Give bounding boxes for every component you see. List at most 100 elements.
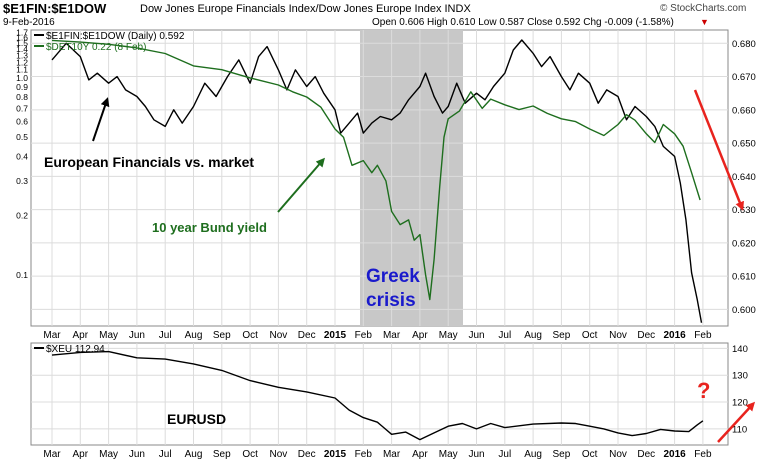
eurusd-x-tick-label: Dec [298, 449, 316, 460]
right-tick-label: 0.640 [732, 172, 756, 183]
eurusd-x-tick-label: Feb [694, 449, 712, 460]
right-tick-label: 0.650 [732, 139, 756, 150]
eurusd-plot-frame [30, 342, 729, 446]
x-tick-label: Mar [383, 330, 401, 341]
chart-date: 9-Feb-2016 [3, 17, 55, 28]
red-down-arrow [693, 89, 744, 211]
x-tick-label: Nov [270, 330, 288, 341]
annotation-greek: Greek [366, 266, 420, 287]
eurusd-x-tick-label: Nov [609, 449, 627, 460]
eurusd-x-tick-label: Dec [637, 449, 655, 460]
right-tick-label: 0.620 [732, 238, 756, 249]
left-tick-label: 0.1 [16, 270, 28, 280]
right-tick-label: 0.610 [732, 272, 756, 283]
x-tick-label: May [99, 330, 118, 341]
eurusd-x-tick-label: Jun [129, 449, 145, 460]
x-tick-label: 2016 [663, 330, 686, 341]
x-tick-label: Apr [73, 330, 89, 341]
x-tick-label: 2015 [324, 330, 347, 341]
x-tick-label: Apr [412, 330, 428, 341]
eurusd-x-tick-label: Oct [582, 449, 598, 460]
eurusd-x-tick-label: Jun [468, 449, 484, 460]
legend-ratio: $E1FIN:$E1DOW (Daily) 0.592 [46, 31, 185, 42]
x-tick-label: Jul [159, 330, 172, 341]
eurusd-x-tick-label: Apr [412, 449, 428, 460]
eurusd-x-tick-label: Aug [185, 449, 203, 460]
eurusd-x-tick-label: Sep [213, 449, 231, 460]
eurusd-line [51, 350, 704, 441]
x-tick-label: Nov [609, 330, 627, 341]
eurusd-x-tick-label: Jul [498, 449, 511, 460]
main-series [51, 39, 703, 323]
red-up-arrow [717, 401, 756, 443]
legend-bund: $DET10Y 0.22 (8 Feb) [46, 42, 146, 53]
left-tick-label: 0.7 [16, 103, 28, 113]
green-arrow [277, 157, 325, 213]
eurusd-x-tick-label: 2015 [324, 449, 347, 460]
chart-description: Dow Jones Europe Financials Index/Dow Jo… [140, 3, 471, 15]
x-tick-label: Oct [242, 330, 258, 341]
right-tick-label: 0.660 [732, 105, 756, 116]
eurusd-x-tick-label: May [99, 449, 118, 460]
eurusd-x-tick-label: Aug [524, 449, 542, 460]
left-tick-label: 1.7 [16, 27, 28, 37]
eurusd-gridlines [31, 343, 728, 445]
annotation-bund: 10 year Bund yield [152, 220, 267, 235]
x-tick-label: Sep [213, 330, 231, 341]
x-tick-label: Jul [498, 330, 511, 341]
eurusd-x-tick-label: Feb [355, 449, 373, 460]
annotation-crisis: crisis [366, 290, 416, 311]
legend-eurusd: $XEU 112.94 [46, 344, 105, 355]
x-tick-label: May [439, 330, 458, 341]
x-tick-label: Dec [298, 330, 316, 341]
x-tick-label: Aug [524, 330, 542, 341]
left-tick-label: 0.6 [16, 117, 28, 127]
greek-crisis-shading [360, 30, 463, 326]
eurusd-x-tick-label: Jul [159, 449, 172, 460]
right-tick-label: 0.630 [732, 205, 756, 216]
x-tick-label: Mar [43, 330, 61, 341]
eurusd-right-tick-label: 130 [732, 371, 748, 382]
eurusd-right-tick-label: 110 [732, 424, 747, 435]
main-gridlines [31, 30, 728, 326]
eurusd-series [51, 350, 704, 441]
annotation-question: ? [697, 378, 710, 403]
left-tick-label: 1.0 [16, 73, 28, 83]
eurusd-right-tick-label: 140 [732, 344, 748, 355]
black-arrow [92, 97, 110, 142]
left-tick-label: 0.8 [16, 92, 28, 102]
left-tick-label: 1.3 [16, 50, 28, 60]
annotation-fin-vs-market: European Financials vs. market [44, 154, 254, 170]
x-tick-label: Sep [553, 330, 571, 341]
down-triangle-icon: ▼ [700, 17, 709, 27]
x-tick-label: Aug [185, 330, 203, 341]
left-tick-label: 0.3 [16, 176, 28, 186]
bund-yield-line [51, 39, 701, 301]
right-tick-label: 0.680 [732, 39, 756, 50]
eurusd-x-tick-label: Oct [242, 449, 258, 460]
ohlc-readout: Open 0.606 High 0.610 Low 0.587 Close 0.… [372, 17, 674, 28]
eurusd-x-tick-label: Mar [43, 449, 61, 460]
left-tick-label: 1.4 [16, 44, 28, 54]
stockcharts-brand: © StockCharts.com [660, 3, 747, 14]
left-tick-label: 1.2 [16, 57, 28, 67]
chart-symbol: $E1FIN:$E1DOW [3, 1, 107, 16]
x-tick-label: Jun [129, 330, 145, 341]
right-tick-label: 0.600 [732, 305, 756, 316]
left-tick-label: 0.9 [16, 82, 28, 92]
right-tick-label: 0.670 [732, 72, 756, 83]
left-tick-label: 1.6 [16, 33, 28, 43]
ratio-line [51, 39, 703, 323]
axis-tick-labels: Mar Apr May Jun Jul Aug Sep Oct Nov Dec 2015 Feb Mar… [16, 27, 756, 460]
eurusd-x-tick-label: May [439, 449, 458, 460]
eurusd-right-tick-label: 120 [732, 398, 748, 409]
annotation-eurusd: EURUSD [167, 411, 226, 427]
left-tick-label: 0.5 [16, 132, 28, 142]
eurusd-x-tick-label: 2016 [663, 449, 686, 460]
left-tick-label: 1.1 [16, 65, 28, 75]
left-tick-label: 0.2 [16, 211, 28, 221]
eurusd-x-tick-label: Apr [73, 449, 89, 460]
left-tick-label: 1.5 [16, 38, 28, 48]
x-tick-label: Feb [694, 330, 712, 341]
